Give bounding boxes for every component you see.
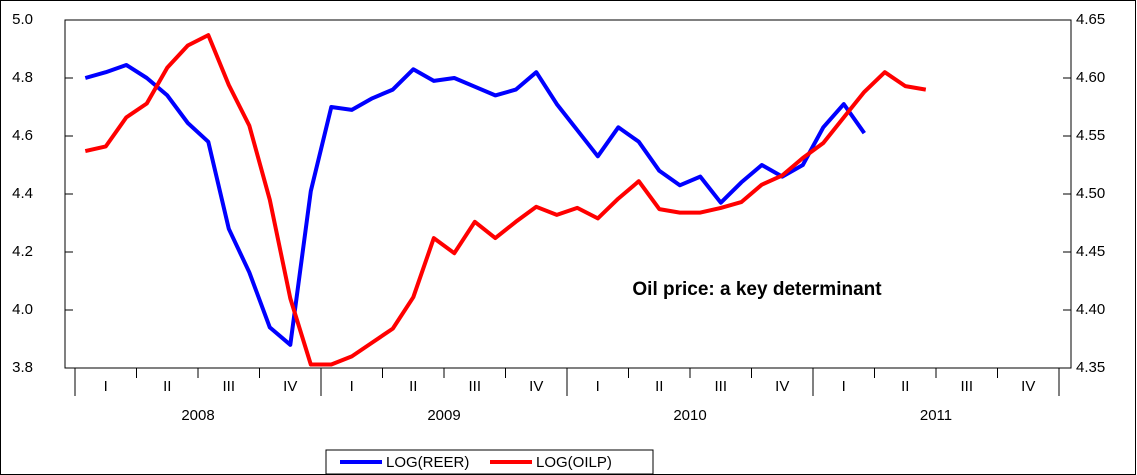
x-tick-label: IV bbox=[775, 378, 789, 395]
x-tick-label: II bbox=[901, 378, 909, 395]
x-tick-label: I bbox=[350, 378, 354, 395]
y2-tick-label: 4.50 bbox=[1076, 185, 1105, 202]
year-label: 2009 bbox=[427, 407, 460, 424]
legend-label: LOG(REER) bbox=[386, 454, 469, 471]
data-line bbox=[84, 63, 866, 347]
y2-tick-label: 4.55 bbox=[1076, 127, 1105, 144]
x-tick-label: I bbox=[842, 378, 846, 395]
x-tick-label: III bbox=[960, 378, 973, 395]
y2-tick-label: 4.65 bbox=[1076, 11, 1105, 28]
y2-tick-label: 4.40 bbox=[1076, 301, 1105, 318]
y-tick-label: 5.0 bbox=[12, 11, 33, 28]
legend-label: LOG(OILP) bbox=[536, 454, 612, 471]
y-tick-label: 4.0 bbox=[12, 301, 33, 318]
y-tick-label: 4.8 bbox=[12, 69, 33, 86]
y-tick-label: 4.4 bbox=[12, 185, 33, 202]
x-tick-label: II bbox=[655, 378, 663, 395]
x-tick-label: IV bbox=[283, 378, 297, 395]
y2-tick-label: 4.45 bbox=[1076, 243, 1105, 260]
x-tick-label: II bbox=[409, 378, 417, 395]
x-tick-label: I bbox=[596, 378, 600, 395]
x-tick-label: IV bbox=[529, 378, 543, 395]
x-tick-label: IV bbox=[1021, 378, 1035, 395]
y-tick-label: 3.8 bbox=[12, 359, 33, 376]
plot-frame bbox=[64, 19, 1072, 369]
x-tick-label: I bbox=[104, 378, 108, 395]
y2-tick-label: 4.60 bbox=[1076, 69, 1105, 86]
x-tick-label: III bbox=[222, 378, 235, 395]
x-tick-label: III bbox=[468, 378, 481, 395]
x-tick-label: III bbox=[714, 378, 727, 395]
legend-box bbox=[325, 449, 654, 475]
y2-tick-label: 4.35 bbox=[1076, 359, 1105, 376]
year-label: 2008 bbox=[181, 407, 214, 424]
year-label: 2010 bbox=[673, 407, 706, 424]
y-tick-label: 4.2 bbox=[12, 243, 33, 260]
x-tick-label: II bbox=[163, 378, 171, 395]
y-tick-label: 4.6 bbox=[12, 127, 33, 144]
annotation: Oil price: a key determinant bbox=[632, 279, 882, 300]
year-label: 2011 bbox=[920, 407, 952, 424]
data-line bbox=[84, 33, 927, 367]
